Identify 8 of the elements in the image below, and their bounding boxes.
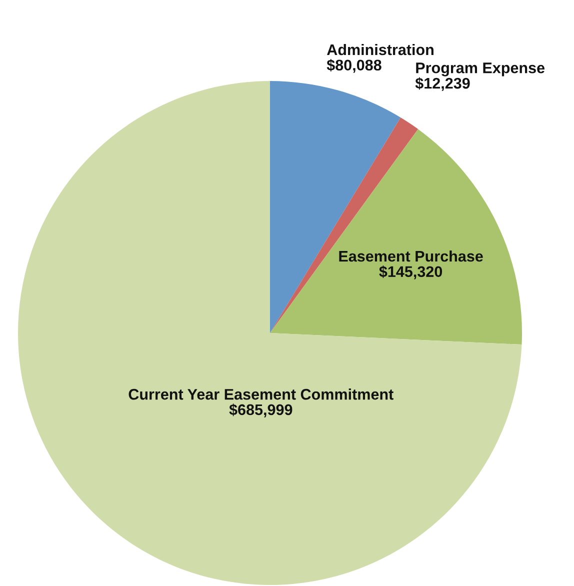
data-label: $685,999 — [229, 404, 292, 418]
slice-label: Program Expense — [416, 62, 545, 76]
slice-label: Easement Purchase — [339, 250, 483, 262]
data-label: $80,088 — [326, 59, 382, 73]
data-label: $145,320 — [379, 266, 442, 280]
slice-label: Administration — [326, 44, 434, 56]
data-label: $12,239 — [415, 77, 470, 91]
slice-label: Current Year Easement Commitment — [128, 388, 394, 400]
